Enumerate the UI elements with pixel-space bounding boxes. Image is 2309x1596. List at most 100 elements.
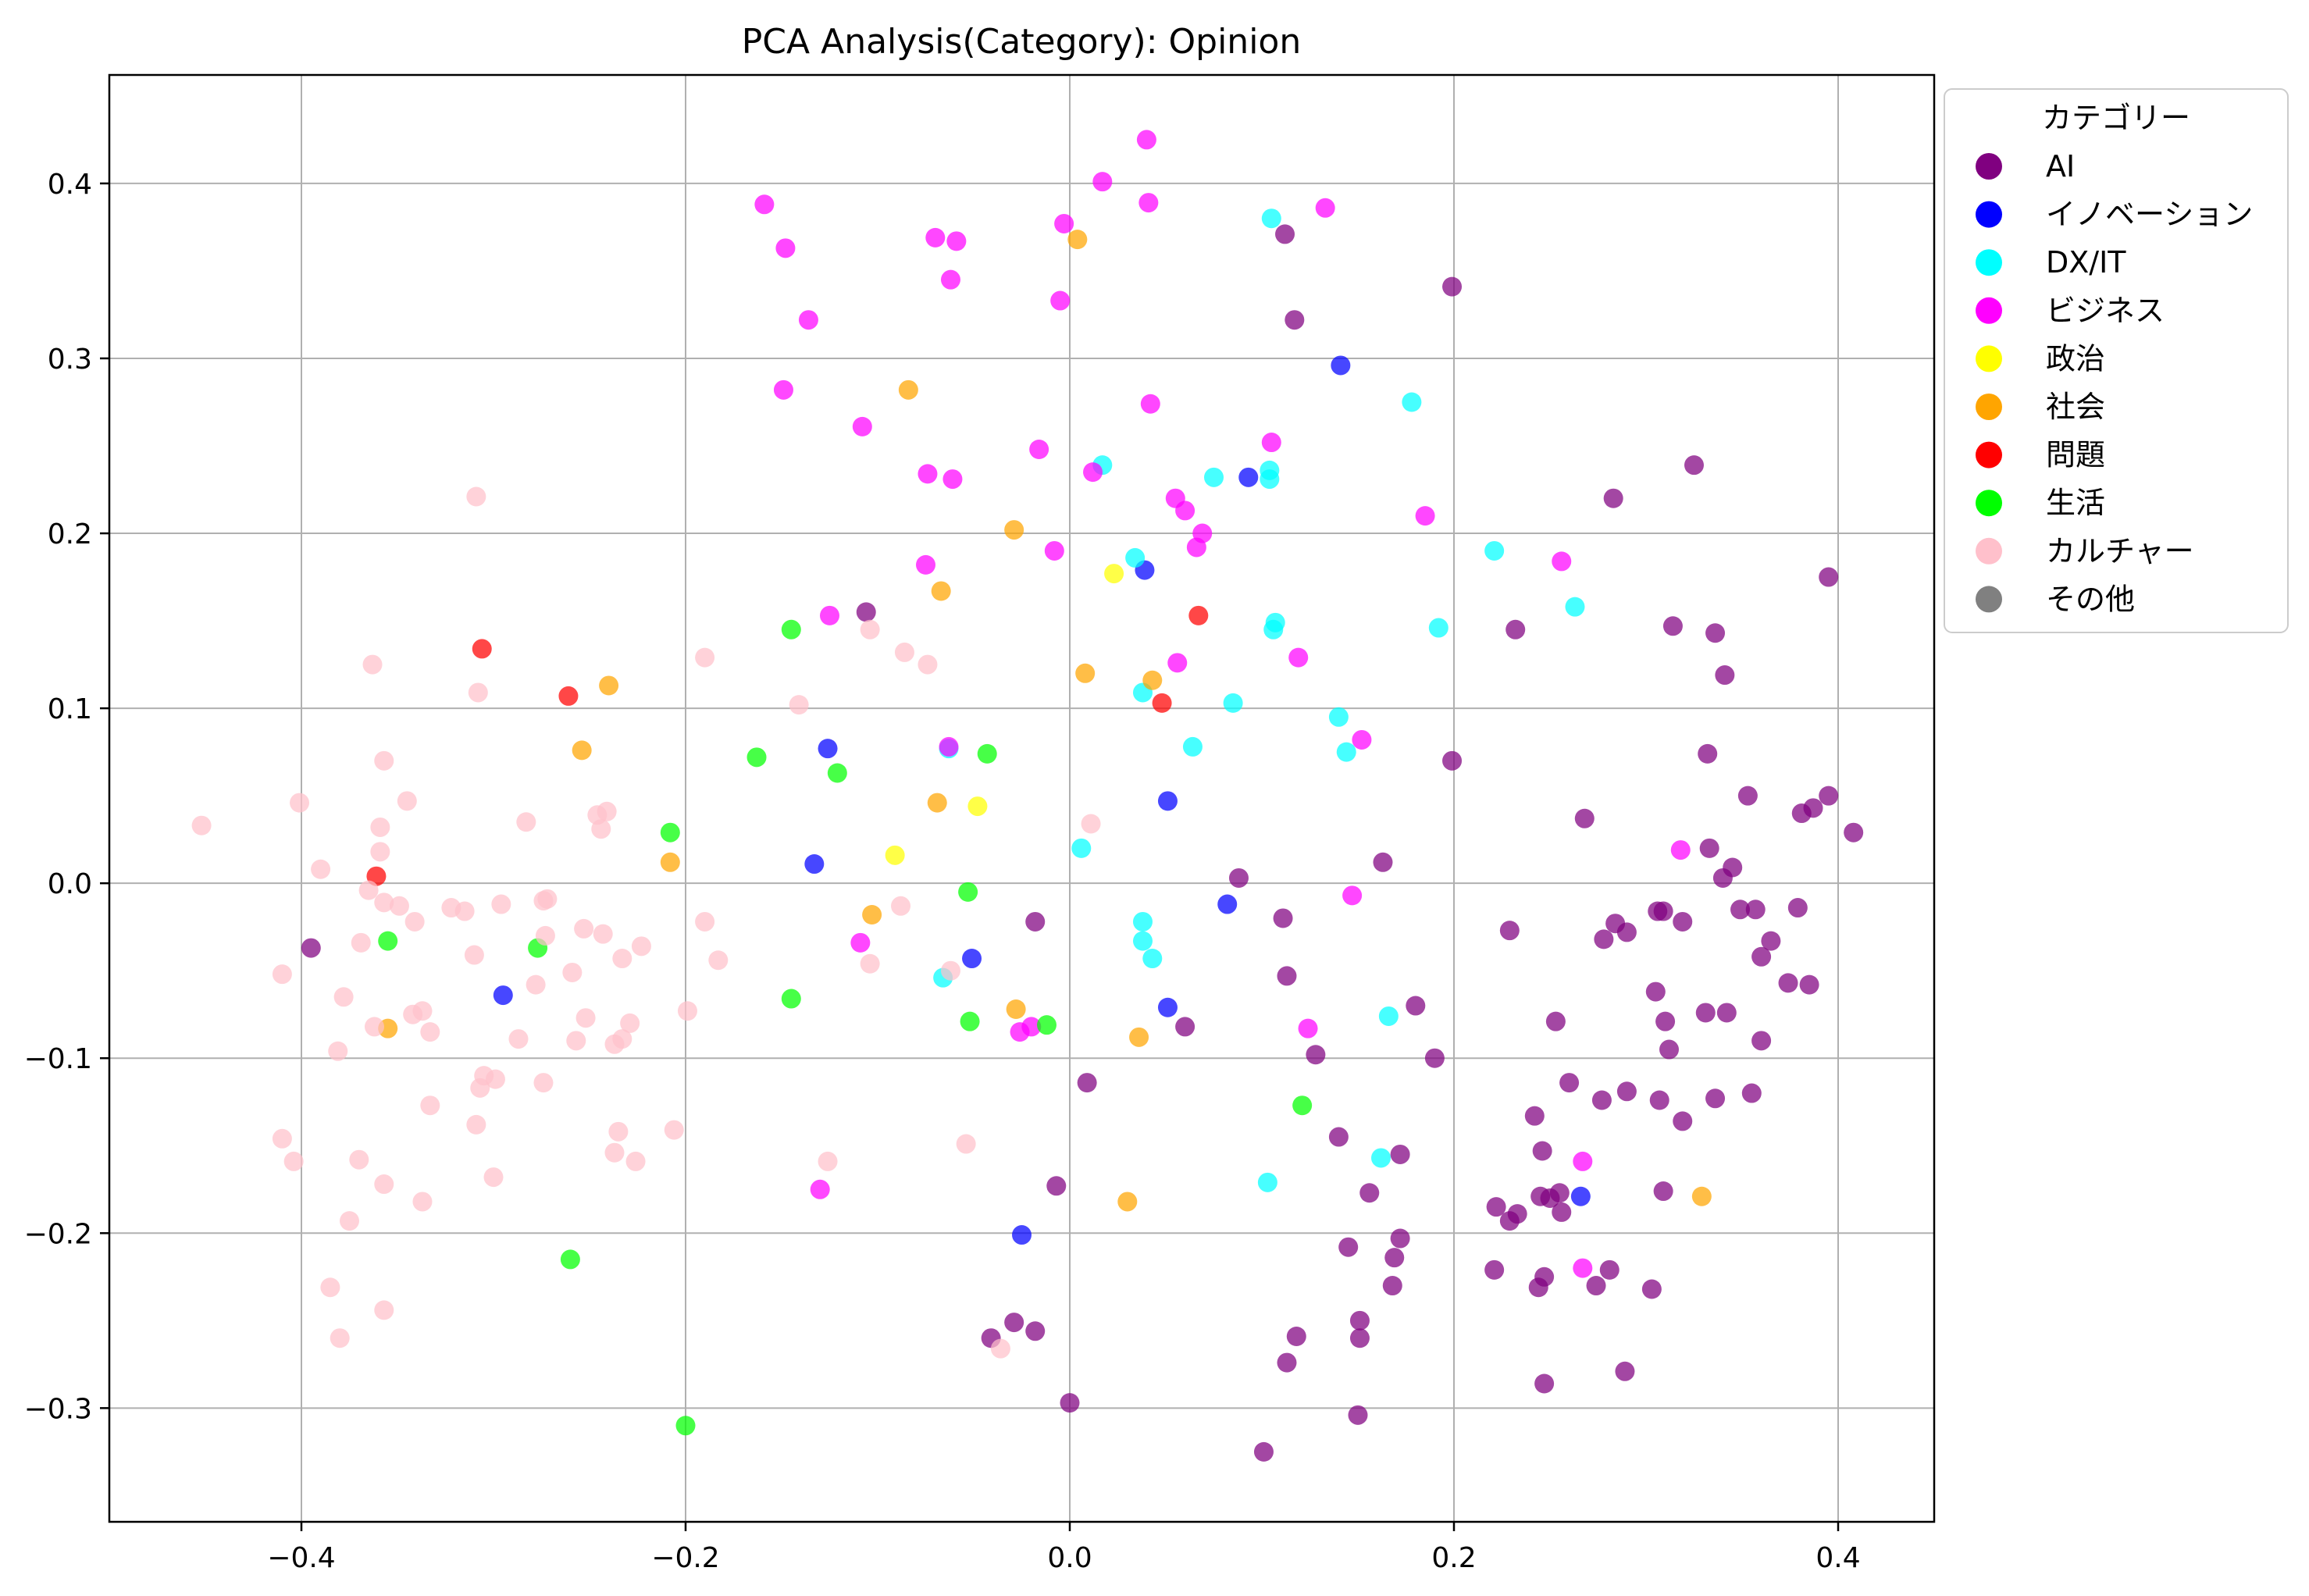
data-point: [1390, 1144, 1410, 1164]
data-point: [1044, 540, 1064, 561]
data-point: [1573, 1151, 1593, 1171]
data-point: [856, 602, 876, 622]
plot-frame: [108, 73, 1936, 1523]
data-point: [1716, 1003, 1737, 1023]
data-point: [1803, 798, 1823, 818]
data-point: [358, 880, 379, 900]
data-point: [1285, 310, 1305, 330]
data-point: [1406, 996, 1426, 1016]
legend-label: DX/IT: [2046, 245, 2126, 280]
data-point: [1424, 1048, 1445, 1068]
x-tick-label: −0.2: [651, 1542, 719, 1574]
data-point: [1238, 467, 1259, 487]
data-point: [290, 793, 310, 813]
legend-label: 問題: [2046, 438, 2105, 472]
legend-title: カテゴリー: [2042, 101, 2190, 135]
data-point: [604, 1142, 625, 1163]
data-point: [364, 1017, 384, 1037]
y-tick-label: −0.3: [24, 1393, 92, 1425]
x-tick-label: 0.2: [1431, 1542, 1476, 1574]
data-point: [1025, 1321, 1046, 1341]
data-point: [472, 639, 492, 659]
data-point: [466, 486, 486, 507]
data-point: [1336, 742, 1356, 762]
data-point: [1142, 670, 1163, 690]
data-point: [1348, 1405, 1368, 1425]
data-point: [1157, 997, 1178, 1017]
data-points: [191, 130, 1864, 1462]
data-point: [660, 852, 680, 872]
data-point: [852, 416, 872, 436]
data-point: [1338, 1237, 1359, 1257]
data-point: [860, 953, 880, 974]
data-point: [1083, 462, 1103, 483]
data-point: [1371, 1148, 1391, 1168]
data-point: [1594, 929, 1614, 949]
data-point: [1402, 392, 1422, 412]
data-point: [620, 1013, 640, 1033]
data-point: [1691, 1186, 1712, 1206]
data-point: [404, 911, 425, 932]
data-point: [960, 1011, 980, 1031]
data-point: [773, 379, 793, 400]
legend-label: イノベーション: [2046, 198, 2253, 232]
data-point: [820, 605, 839, 625]
data-point: [918, 464, 938, 484]
data-point: [351, 932, 371, 953]
data-point: [374, 1300, 394, 1320]
data-point: [695, 911, 715, 932]
data-point: [1534, 1266, 1555, 1287]
legend-marker: [1976, 394, 2002, 420]
y-tick-label: −0.2: [24, 1218, 92, 1250]
data-point: [1649, 1090, 1669, 1110]
data-point: [466, 1114, 486, 1135]
data-point: [1275, 224, 1295, 244]
data-point: [664, 1120, 684, 1140]
legend-marker: [1976, 297, 2002, 324]
data-point: [1662, 616, 1683, 636]
data-point: [1104, 564, 1124, 584]
data-point: [625, 1151, 646, 1171]
data-point: [1730, 900, 1751, 920]
data-point: [1573, 1258, 1593, 1278]
data-point: [1288, 647, 1309, 668]
data-point: [1723, 857, 1743, 878]
data-point: [946, 231, 967, 251]
data-point: [1081, 814, 1101, 834]
data-point: [1591, 1090, 1612, 1110]
data-point: [1552, 1202, 1572, 1222]
data-point: [1599, 1259, 1620, 1280]
data-point: [927, 793, 947, 813]
data-point: [940, 269, 960, 290]
data-point: [1261, 433, 1281, 453]
data-point: [1359, 1183, 1380, 1203]
data-point: [781, 619, 801, 639]
data-point: [1737, 786, 1758, 806]
data-point: [916, 554, 935, 575]
data-point: [1228, 867, 1249, 888]
data-point: [374, 892, 394, 913]
legend-label: その他: [2046, 582, 2135, 616]
data-point: [1342, 885, 1363, 906]
data-point: [454, 901, 475, 921]
data-point: [272, 1128, 292, 1149]
data-point: [1257, 1172, 1277, 1192]
data-point: [1819, 567, 1839, 587]
data-point: [885, 845, 905, 865]
data-point: [708, 950, 729, 971]
data-point: [1132, 911, 1153, 932]
data-point: [862, 905, 882, 925]
data-point: [1442, 750, 1463, 771]
data-point: [1077, 1073, 1097, 1093]
data-point: [1844, 822, 1864, 843]
x-tick-label: 0.0: [1047, 1542, 1092, 1574]
data-point: [1670, 840, 1691, 860]
data-point: [311, 859, 331, 879]
data-point: [572, 740, 592, 761]
legend-marker: [1976, 441, 2002, 468]
data-point: [891, 896, 911, 916]
data-point: [810, 1179, 830, 1199]
data-point: [1751, 946, 1772, 967]
data-point: [1751, 1031, 1772, 1051]
